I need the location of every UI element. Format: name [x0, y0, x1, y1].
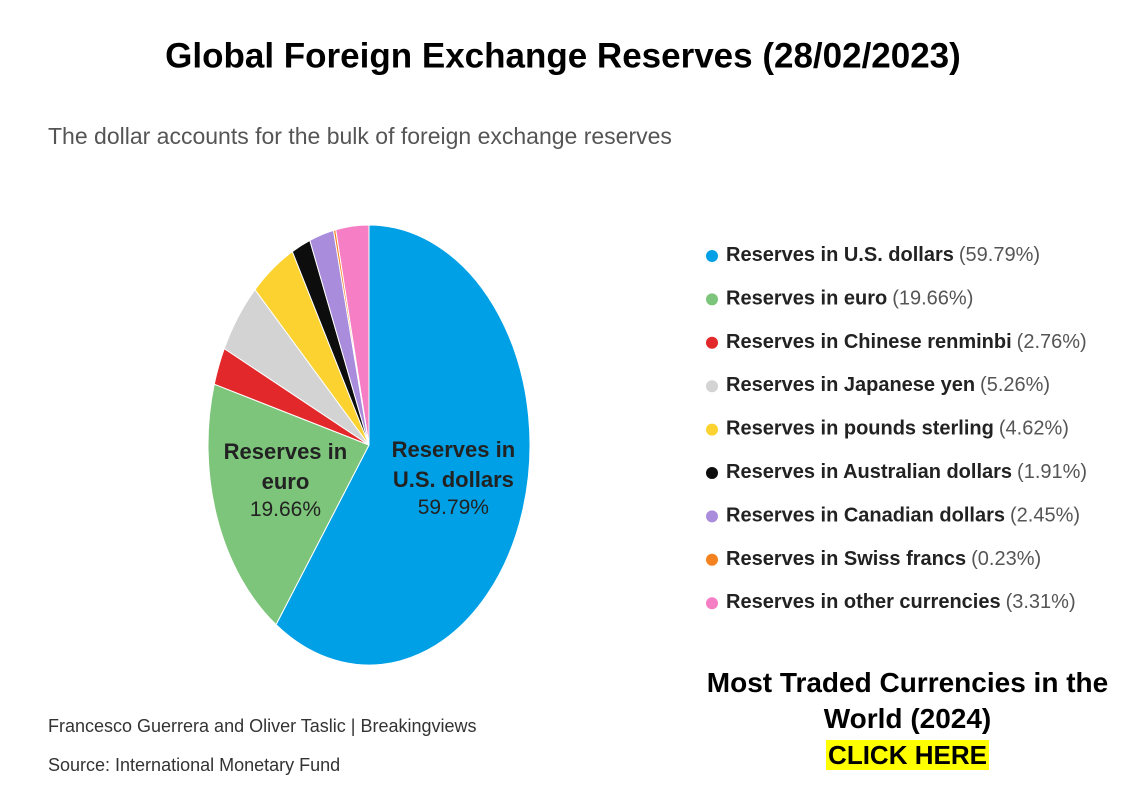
credit: Francesco Guerrera and Oliver Taslic | B…: [48, 716, 477, 736]
legend-name: Reserves in euro: [726, 288, 887, 310]
legend-value: (5.26%): [980, 374, 1050, 396]
legend-name: Reserves in Chinese renminbi: [726, 331, 1012, 353]
legend-value: (4.62%): [999, 418, 1069, 440]
legend-name: Reserves in Australian dollars: [726, 461, 1012, 483]
pie-slice: [207, 383, 370, 626]
slice-name: Reserves in euro: [223, 438, 348, 494]
link-text: Most Traded Currencies in the World (202…: [706, 667, 1109, 734]
legend-value: (0.23%): [971, 548, 1041, 570]
slice-label-text: Reserves in U.S. dollars 59.79%: [373, 435, 533, 523]
slice-label: Reserves in U.S. dollars 59.79%: [373, 435, 533, 523]
chart-title: Global Foreign Exchange Reserves (28/02/…: [165, 36, 961, 75]
slice-value: 19.66%: [249, 498, 322, 522]
legend-entry: Reserves in pounds sterling (4.62%): [726, 418, 1069, 440]
legend-value: (2.45%): [1010, 505, 1080, 527]
legend-marker: [706, 553, 718, 566]
legend-name: Reserves in pounds sterling: [726, 418, 994, 440]
legend-name: Reserves in U.S. dollars: [726, 244, 954, 266]
legend-entry: Reserves in Japanese yen (5.26%): [726, 374, 1050, 396]
legend-value: (1.91%): [1017, 461, 1087, 483]
legend-marker: [706, 467, 718, 479]
legend-marker: [706, 510, 718, 523]
legend-entry: Reserves in euro (19.66%): [726, 288, 973, 310]
legend-entry: Reserves in Swiss francs (0.23%): [726, 548, 1041, 570]
legend-entry: Reserves in Canadian dollars (2.45%): [726, 505, 1080, 527]
slice-name: Reserves in U.S. dollars: [391, 436, 516, 492]
legend-entry: Reserves in U.S. dollars (59.79%): [726, 244, 1040, 266]
pie-slice: [335, 224, 370, 446]
chart-subtitle: The dollar accounts for the bulk of fore…: [48, 123, 672, 149]
link-box: Most Traded Currencies in the World (202…: [706, 667, 1109, 770]
legend-value: (2.76%): [1017, 331, 1087, 353]
legend-name: Reserves in other currencies: [726, 591, 1001, 613]
pie-slice: [275, 224, 531, 666]
click-here-button[interactable]: CLICK HERE: [826, 740, 989, 770]
legend-name: Reserves in Swiss francs: [726, 548, 966, 570]
slice-label-text: Reserves in euro 19.66%: [205, 437, 365, 525]
legend-value: (3.31%): [1006, 591, 1076, 613]
slice-value: 59.79%: [417, 496, 489, 520]
legend-name: Reserves in Canadian dollars: [726, 505, 1005, 527]
legend-entry: Reserves in other currencies (3.31%): [726, 591, 1076, 613]
legend-marker: [706, 250, 718, 262]
legend-marker: [706, 380, 718, 393]
legend-value: (59.79%): [959, 244, 1040, 266]
slice-label: Reserves in euro 19.66%: [205, 437, 365, 525]
legend-marker: [706, 336, 718, 349]
source: Source: International Monetary Fund: [48, 755, 340, 775]
legend-entry: Reserves in Chinese renminbi (2.76%): [726, 331, 1087, 353]
legend-entry: Reserves in Australian dollars (1.91%): [726, 461, 1087, 483]
legend-marker: [706, 423, 718, 436]
legend-value: (19.66%): [892, 288, 973, 310]
legend-name: Reserves in Japanese yen: [726, 374, 975, 396]
legend-marker: [706, 293, 718, 306]
legend-marker: [706, 597, 718, 610]
